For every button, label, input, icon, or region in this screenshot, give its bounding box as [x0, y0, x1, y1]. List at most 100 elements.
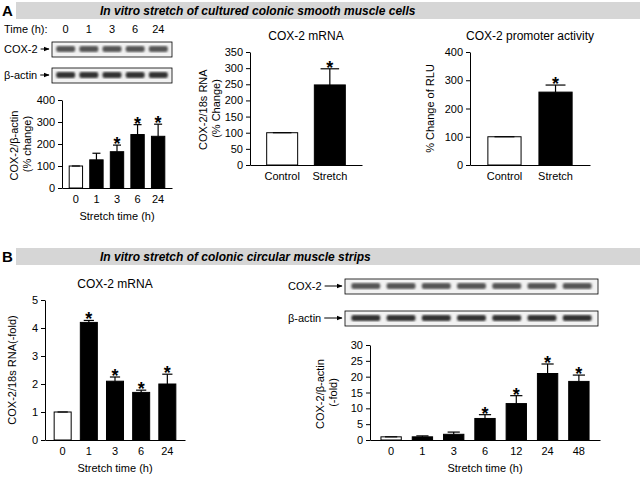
- significance-mark: *: [513, 385, 520, 405]
- y-tick: 400: [445, 46, 470, 58]
- plot-marks: [69, 124, 165, 188]
- x-axis: 013624: [46, 441, 186, 457]
- y-tick-label: 150: [225, 111, 243, 123]
- plot-marks: [54, 320, 176, 440]
- y-tick-mark: [41, 328, 45, 329]
- y-axis-line: [250, 53, 251, 166]
- time-label: Time (h):: [4, 23, 48, 35]
- bar: [151, 136, 164, 188]
- y-tick: 10: [351, 402, 370, 414]
- significance-mark: *: [544, 353, 551, 373]
- error-cap: [72, 165, 80, 166]
- y-tick: 0: [49, 182, 62, 194]
- y-tick-label: 0: [357, 434, 363, 446]
- time-value: 0: [63, 23, 69, 35]
- y-tick: 15: [351, 387, 370, 399]
- y-tick-mark: [246, 149, 250, 150]
- blot-arrow: [324, 318, 342, 319]
- blot-band: [56, 46, 75, 52]
- bar: [314, 85, 345, 165]
- y-tick-mark: [246, 100, 250, 101]
- x-axis-line: [63, 188, 173, 189]
- y-tick-mark: [58, 122, 62, 123]
- x-axis: Control Stretch: [471, 166, 591, 182]
- error-cap: [92, 153, 100, 154]
- blot-band: [422, 283, 451, 289]
- y-tick-mark: [366, 408, 370, 409]
- y-tick-label: 300: [445, 74, 463, 86]
- significance-mark: *: [138, 379, 145, 399]
- y-tick-mark: [58, 100, 62, 101]
- y-tick-label: 5: [357, 418, 363, 430]
- significance-mark: *: [155, 113, 162, 133]
- y-axis-line: [470, 53, 471, 166]
- y-tick-label: 400: [37, 94, 55, 106]
- x-tick-label: Stretch: [538, 170, 573, 182]
- western-blot: COX-2β-actin: [288, 279, 598, 326]
- y-tick-mark: [366, 361, 370, 362]
- panel-letter: B: [2, 248, 13, 265]
- blot-band: [103, 72, 122, 78]
- error-bar: [448, 432, 460, 434]
- time-value: 1: [86, 23, 92, 35]
- y-tick-label: 0: [457, 159, 463, 171]
- y-axis-title: COX-2/18s RNA(-fold): [6, 315, 18, 424]
- x-tick: 6: [134, 193, 140, 205]
- y-tick-label: 400: [445, 46, 463, 58]
- x-tick: 6: [482, 445, 488, 457]
- x-tick-label: 0: [388, 445, 394, 457]
- y-tick-label: 2: [32, 378, 38, 390]
- y-axis: 0100200300400: [37, 94, 63, 194]
- y-tick-label: 0: [49, 182, 55, 194]
- error-stem: [96, 153, 97, 160]
- blot-label: COX-2: [288, 280, 322, 292]
- y-tick-mark: [366, 424, 370, 425]
- y-tick-mark: [246, 165, 250, 166]
- x-tick: 48: [573, 445, 585, 457]
- y-tick-label: 1: [32, 406, 38, 418]
- y-tick-mark: [41, 384, 45, 385]
- y-tick-mark: [58, 144, 62, 145]
- blot-label: β-actin: [4, 69, 37, 81]
- western-blot: Time (h):013624COX-2β-actin: [4, 23, 172, 83]
- y-tick-label: 5: [32, 294, 38, 306]
- figure: AIn vitro stretch of cultured colonic sm…: [0, 0, 640, 494]
- bar: [381, 437, 401, 440]
- bar: [54, 412, 71, 440]
- blot-band: [103, 46, 122, 52]
- x-tick-label: 48: [573, 445, 585, 457]
- blot-band: [387, 315, 416, 321]
- bar: [69, 166, 82, 188]
- error-cap: [448, 431, 460, 432]
- panel-title: In vitro stretch of colonic circular mus…: [100, 250, 371, 264]
- error-bar: [92, 153, 100, 160]
- bar: [488, 137, 521, 165]
- error-cap: [385, 436, 397, 437]
- blot-frame: [52, 68, 172, 83]
- y-tick-label: 20: [351, 371, 363, 383]
- y-tick: 200: [225, 94, 250, 106]
- x-axis-line: [251, 165, 363, 166]
- y-tick: 300: [445, 74, 470, 86]
- blot-band: [56, 72, 75, 78]
- y-tick-mark: [466, 109, 470, 110]
- x-tick-label: 1: [93, 193, 99, 205]
- y-tick: 0: [237, 159, 250, 171]
- bar-chart: 050100150200250300350ControlStretch*COX-…: [197, 29, 363, 182]
- blot-label: COX-2: [4, 43, 38, 55]
- y-tick: 30: [351, 339, 370, 351]
- y-tick-mark: [41, 412, 45, 413]
- x-tick-label: 24: [152, 193, 164, 205]
- y-axis-title: COX-2/β-actin (-fold): [314, 356, 339, 429]
- x-tick-label: 1: [419, 445, 425, 457]
- y-tick-label: 350: [225, 46, 243, 58]
- error-cap: [416, 435, 428, 436]
- blot-frame: [52, 42, 172, 57]
- y-tick: 4: [32, 322, 45, 334]
- x-axis: 013624: [63, 189, 173, 205]
- error-bar: [495, 136, 515, 137]
- y-tick: 0: [457, 159, 470, 171]
- x-tick: Control: [487, 170, 522, 182]
- blot-band: [528, 283, 557, 289]
- x-tick-label: Stretch: [312, 170, 347, 182]
